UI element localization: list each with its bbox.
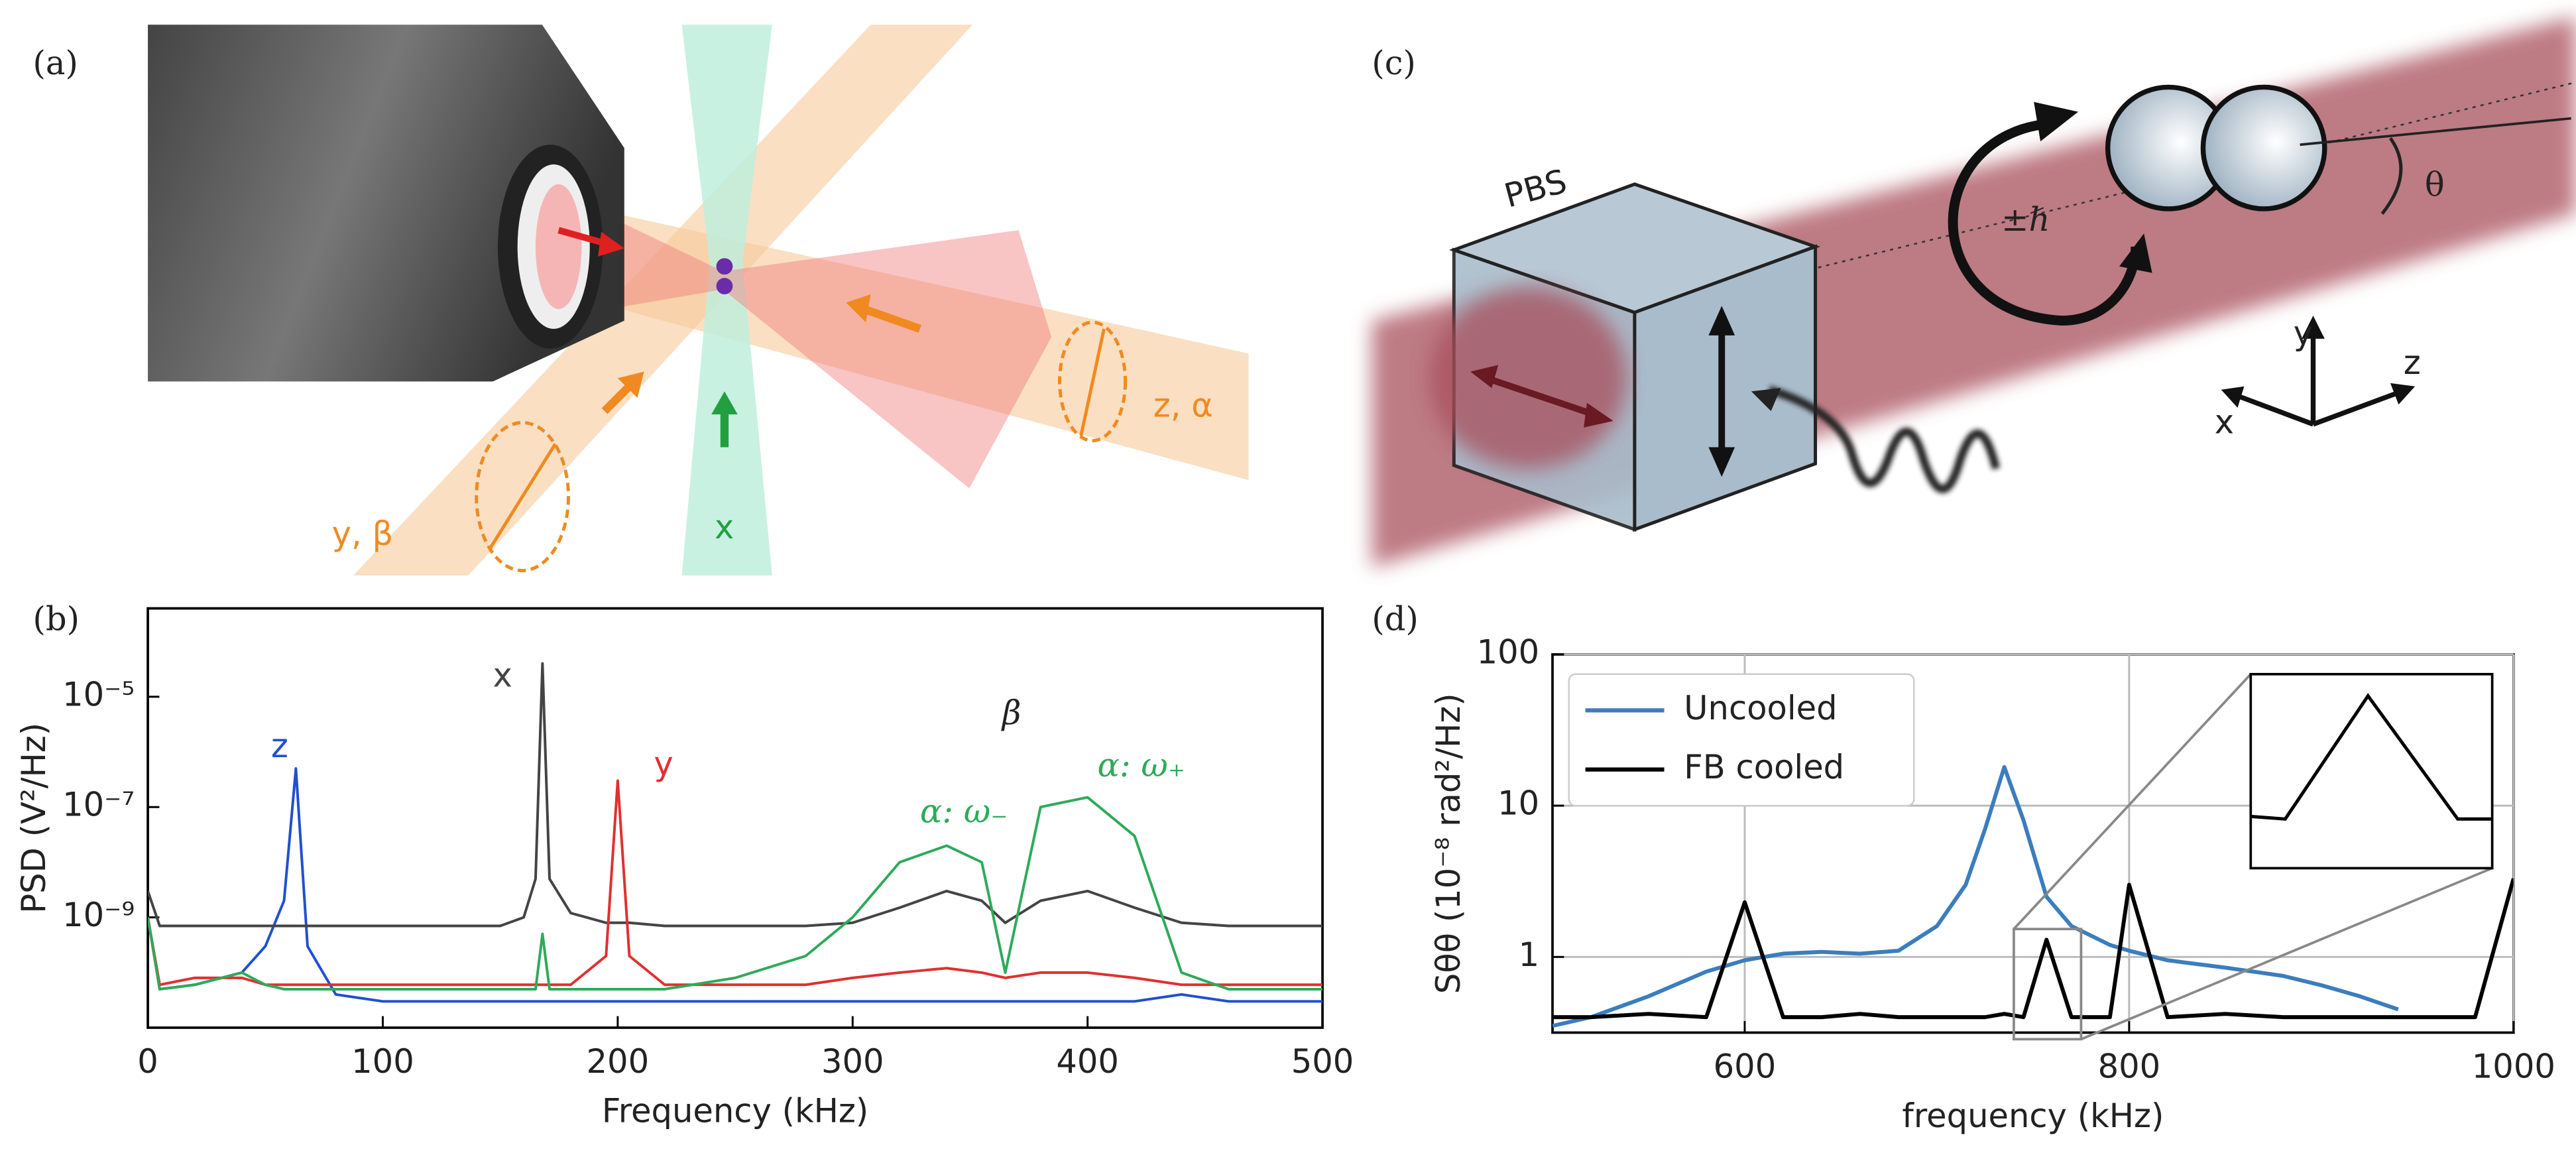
polarization-axis — [1079, 328, 1106, 436]
x-tick-label: 500 — [1291, 1042, 1354, 1081]
x-tick-label: 1000 — [2472, 1047, 2555, 1085]
annotation: α: ω₋ — [920, 792, 1008, 831]
legend-label: FB cooled — [1684, 748, 1844, 786]
arrow — [862, 305, 921, 333]
beam-label: z, α — [1153, 387, 1213, 425]
arrow-head — [2390, 383, 2416, 405]
series-line — [148, 779, 1323, 987]
x-tick-label: 0 — [137, 1042, 158, 1081]
inset-line — [2251, 693, 2492, 821]
x-axis-label: Frequency (kHz) — [602, 1091, 868, 1130]
beam-x — [681, 25, 772, 576]
arrow-head — [1470, 365, 1499, 389]
particle — [716, 258, 733, 275]
arrow-head — [2221, 386, 2245, 408]
arrow-head — [711, 391, 738, 414]
arrow-head — [598, 231, 624, 257]
polarization — [475, 420, 570, 573]
arrow-head — [1584, 402, 1613, 428]
series-label: y — [654, 745, 673, 783]
arrow-head — [2302, 316, 2325, 339]
particle — [716, 278, 733, 294]
y-tick-label: 10⁻⁷ — [62, 786, 135, 824]
x-tick-label: 200 — [587, 1042, 650, 1081]
axis-x — [2233, 392, 2314, 427]
x-axis-label: frequency (kHz) — [1902, 1097, 2164, 1135]
pbs-label: PBS — [1500, 162, 1570, 215]
zoom-box — [2013, 928, 2083, 1041]
series-line — [148, 796, 1323, 991]
arrow-head — [2034, 101, 2079, 142]
axis-z — [2312, 389, 2403, 427]
series-label: z — [271, 727, 288, 765]
x-tick-label: 800 — [2098, 1047, 2161, 1085]
series-line — [1552, 878, 2514, 1020]
panel-label: (d) — [1372, 599, 1418, 638]
x-tick-label: 400 — [1056, 1042, 1119, 1081]
dimer-axis — [2300, 117, 2571, 147]
y-axis-label: PSD (V²/Hz) — [15, 723, 53, 914]
y-tick-label: 10⁻⁵ — [62, 675, 135, 713]
arrow — [601, 381, 634, 414]
trap-cone — [542, 184, 1052, 489]
y-tick-label: 10⁻⁹ — [62, 896, 135, 934]
y-tick-label: 100 — [1477, 633, 1540, 672]
axis-label: y — [2294, 314, 2313, 352]
beam-label: x — [715, 508, 734, 546]
polarization-arrow — [1486, 375, 1595, 418]
x-tick-label: 600 — [1714, 1047, 1777, 1085]
zoom-line — [2080, 867, 2493, 1041]
panel-a: (a) z, α y, β x — [33, 25, 1249, 576]
panel-c: (c) PBS ±ℏ θ y z x — [1372, 16, 2576, 568]
arrow-head — [1751, 388, 1781, 411]
series-line — [148, 662, 1323, 928]
series-line — [148, 767, 1323, 1003]
beam-label: y, β — [332, 515, 393, 553]
angular-momentum — [1948, 118, 2141, 326]
annotation: α: ω₊ — [1098, 746, 1186, 784]
polarization-axis — [488, 443, 557, 550]
objective-beam — [535, 184, 582, 310]
annotation: β — [1001, 694, 1022, 732]
angle-arc — [2380, 137, 2403, 215]
arrow-head — [617, 371, 644, 398]
panel-label: (c) — [1372, 44, 1415, 82]
panel-label: (b) — [33, 599, 80, 638]
theta-label: θ — [2425, 166, 2445, 204]
y-tick-label: 10 — [1497, 784, 1539, 823]
series-label: x — [493, 656, 512, 694]
legend-box — [1568, 673, 1915, 807]
arrow-head — [2119, 233, 2152, 273]
zoom-line — [2013, 673, 2252, 930]
x-tick-label: 300 — [821, 1042, 884, 1081]
beam-axis — [1634, 81, 2576, 314]
legend-label: Uncooled — [1684, 689, 1837, 727]
sphere — [2200, 84, 2327, 212]
panel-label: (a) — [33, 44, 78, 82]
photon — [1768, 385, 2001, 493]
y-tick-label: 1 — [1519, 936, 1540, 974]
plot-frame — [146, 607, 1324, 1029]
series-line — [1552, 764, 2399, 1028]
x-tick-label: 100 — [351, 1042, 414, 1081]
arrow-head — [1708, 306, 1735, 335]
beam-spot — [1429, 288, 1627, 469]
arrow-head — [1708, 447, 1735, 477]
axis-label: x — [2215, 402, 2234, 441]
axis-label: z — [2404, 343, 2421, 382]
arrow-head — [846, 294, 871, 323]
inset-frame — [2249, 672, 2494, 870]
y-axis-label: Sθθ (10⁻⁸ rad²/Hz) — [1429, 693, 1468, 994]
polarization — [1058, 320, 1128, 443]
hbar-label: ±ℏ — [2001, 200, 2050, 239]
